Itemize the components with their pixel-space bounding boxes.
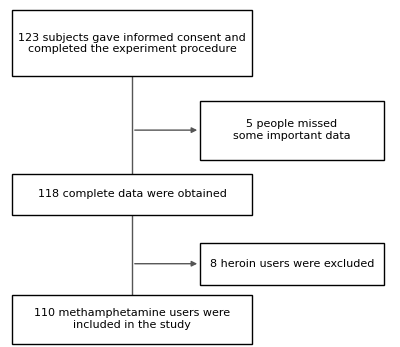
FancyBboxPatch shape <box>12 174 252 215</box>
FancyBboxPatch shape <box>12 295 252 344</box>
Text: 8 heroin users were excluded: 8 heroin users were excluded <box>210 259 374 269</box>
FancyBboxPatch shape <box>200 243 384 285</box>
FancyBboxPatch shape <box>200 101 384 160</box>
Text: 118 complete data were obtained: 118 complete data were obtained <box>38 189 226 199</box>
Text: 110 methamphetamine users were
included in the study: 110 methamphetamine users were included … <box>34 308 230 330</box>
Text: 123 subjects gave informed consent and
completed the experiment procedure: 123 subjects gave informed consent and c… <box>18 33 246 54</box>
FancyBboxPatch shape <box>12 10 252 76</box>
Text: 5 people missed
some important data: 5 people missed some important data <box>233 119 351 141</box>
